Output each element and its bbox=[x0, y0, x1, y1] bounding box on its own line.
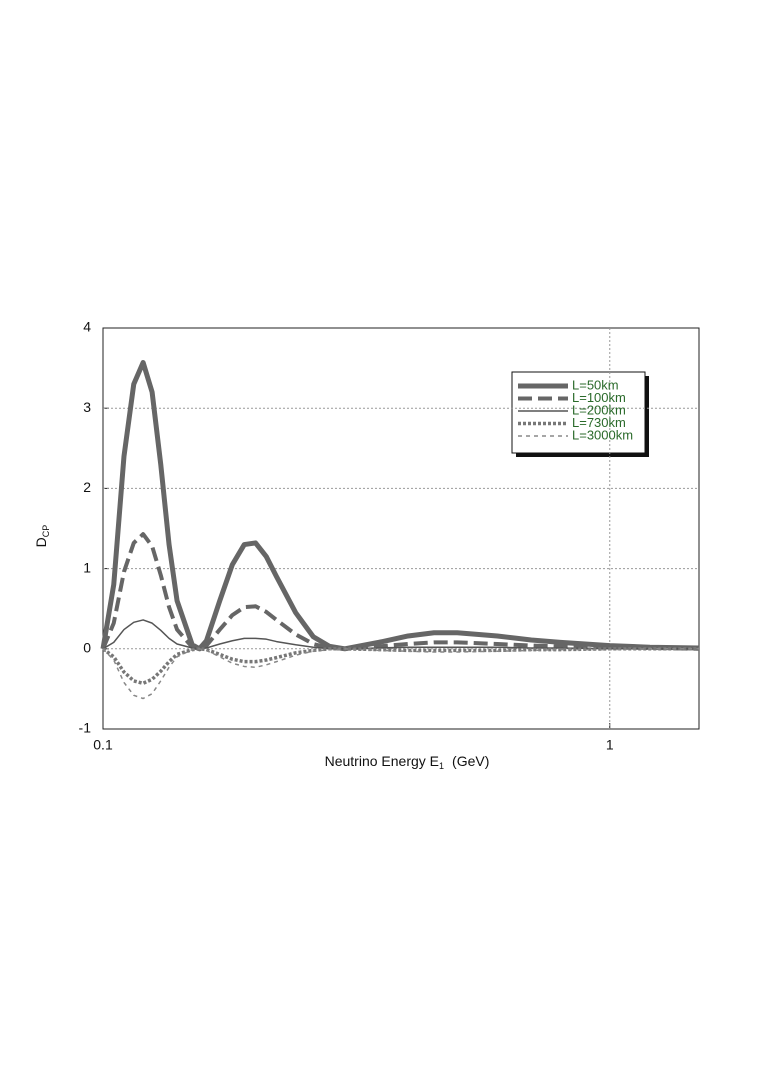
legend-label: L=3000km bbox=[572, 427, 633, 442]
legend-label: L=50km bbox=[572, 377, 619, 392]
series-line bbox=[102, 648, 699, 700]
series-line bbox=[102, 619, 699, 650]
y-axis-label: DCP bbox=[33, 525, 52, 548]
legend-label: L=100km bbox=[572, 390, 626, 405]
series-line bbox=[101, 532, 700, 651]
y-tick-label: 0 bbox=[83, 640, 91, 656]
x-tick-label: 1 bbox=[606, 737, 614, 753]
legend-label: L=200km bbox=[572, 402, 626, 417]
x-tick-label: 0.1 bbox=[93, 737, 113, 753]
series-line bbox=[100, 359, 700, 652]
series-line bbox=[101, 647, 699, 686]
y-tick-label: -1 bbox=[79, 720, 92, 736]
y-tick-label: 3 bbox=[83, 399, 91, 415]
y-tick-label: 4 bbox=[83, 319, 91, 335]
x-axis-label: Neutrino Energy E1 (GeV) bbox=[325, 753, 490, 772]
y-tick-label: 2 bbox=[83, 479, 91, 495]
y-tick-label: 1 bbox=[83, 559, 91, 575]
plot-frame bbox=[102, 327, 700, 730]
legend-label: L=730km bbox=[572, 415, 626, 430]
